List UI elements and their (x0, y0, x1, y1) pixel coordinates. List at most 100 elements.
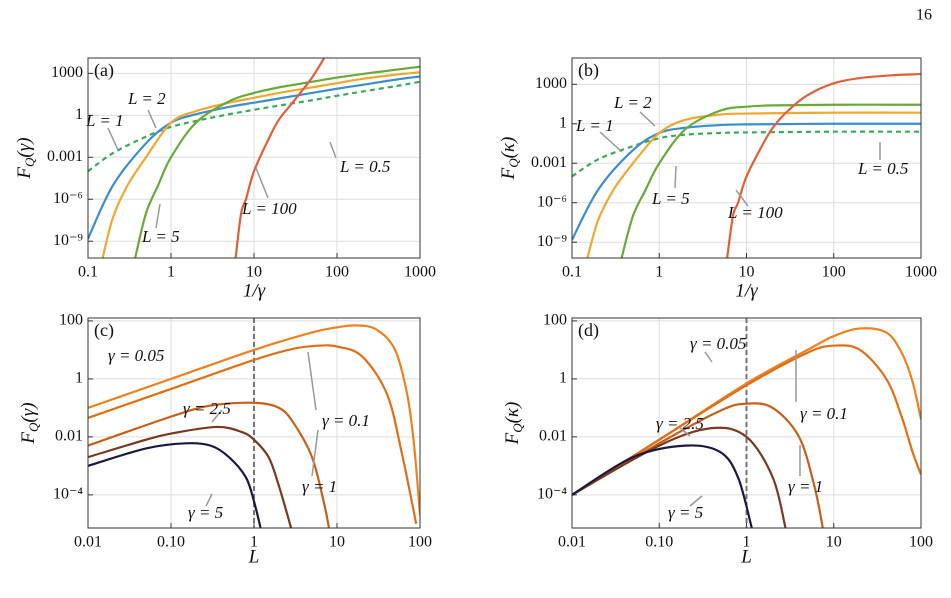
series-line (620, 103, 921, 258)
series-label: L = 5 (141, 227, 180, 246)
y-tick-label: 0.01 (539, 428, 567, 445)
leader-line (329, 141, 337, 159)
y-tick-label: 1000 (51, 64, 83, 81)
series-label: L = 1 (85, 111, 124, 130)
series-label: γ = 2.5 (656, 414, 704, 433)
page-number: 16 (916, 7, 932, 24)
series-label: γ = 5 (668, 503, 703, 522)
x-tick-label: 100 (909, 534, 933, 551)
x-tick-label: 100 (408, 534, 432, 551)
plot-frame (87, 57, 421, 259)
series-label: γ = 1 (788, 477, 823, 496)
leader-line (735, 189, 749, 207)
series-label: γ = 0.1 (800, 404, 848, 423)
leader-line (255, 167, 269, 199)
x-tick-label: 0.1 (78, 264, 98, 281)
series-label: L = 100 (241, 199, 297, 218)
y-tick-label: 1 (75, 370, 83, 387)
series-label: γ = 1 (302, 477, 337, 496)
leader-line (704, 351, 713, 363)
y-label-sub: Q (510, 423, 525, 433)
x-axis-label: L (740, 546, 752, 567)
y-tick-label: 0.001 (47, 148, 83, 165)
y-label-sub: Q (22, 157, 37, 167)
series-line (88, 80, 420, 173)
y-label-sub: Q (506, 158, 521, 168)
panel-label: (b) (578, 60, 599, 81)
y-label-rest: (κ) (498, 137, 519, 159)
series-line (726, 72, 921, 258)
x-tick-label: 10 (246, 264, 262, 281)
x-tick-label: 1 (743, 534, 751, 551)
series-label: L = 5 (651, 189, 690, 208)
leader-line (147, 109, 157, 129)
series-label: L = 0.5 (339, 157, 390, 176)
panel-label: (d) (578, 320, 599, 341)
x-tick-label: 0.10 (645, 534, 673, 551)
panel: 0.1 1 10 100 1000 1000 1 0.001 10⁻⁶ 10⁻⁹ L = 0.5 L … (14, 57, 436, 301)
series-line (234, 58, 326, 258)
y-tick-label: 1000 (535, 75, 567, 92)
y-tick-label: 1 (75, 106, 83, 123)
x-axis-label: 1/γ (735, 280, 758, 301)
panel: 0.1 1 10 100 1000 1000 1 0.001 10⁻⁶ 10⁻⁹ L = 0.5 L … (498, 57, 937, 301)
series-line (586, 111, 921, 258)
series-label: L = 0.5 (857, 159, 908, 178)
leader-line (599, 131, 623, 153)
series-line (572, 444, 753, 528)
y-tick-label: 10⁻⁴ (537, 486, 567, 503)
series-line (572, 344, 921, 496)
x-tick-label: 1000 (905, 264, 937, 281)
y-label-main: F (14, 167, 35, 180)
x-tick-label: 10 (826, 534, 842, 551)
y-tick-label: 100 (543, 312, 567, 329)
x-tick-label: 0.01 (558, 534, 586, 551)
y-label-main: F (498, 167, 519, 180)
leader-line (211, 409, 223, 423)
y-label-rest: (κ) (502, 402, 523, 424)
curves (88, 58, 420, 258)
series-line (101, 71, 420, 258)
x-tick-label: 0.01 (74, 534, 102, 551)
series-line (88, 344, 418, 525)
series-line (88, 425, 293, 528)
series-line (572, 426, 787, 528)
x-tick-label: 0.1 (562, 264, 582, 281)
leader-line (639, 111, 656, 127)
y-axis-label: FQ(γ) (14, 137, 37, 179)
series-line (88, 324, 420, 516)
x-tick-label: 1 (655, 264, 663, 281)
x-tick-label: 1 (167, 264, 175, 281)
y-axis-label: FQ(κ) (502, 402, 525, 446)
curves (572, 72, 921, 258)
y-tick-label: 10⁻⁹ (53, 232, 83, 249)
series-label: L = 100 (727, 203, 783, 222)
y-label-main: F (18, 432, 39, 445)
leader-line (107, 127, 119, 151)
y-label-rest: (γ) (18, 402, 39, 422)
x-tick-label: 10 (329, 534, 345, 551)
x-axis-label: 1/γ (243, 280, 266, 301)
series-label: γ = 5 (188, 503, 223, 522)
series-label: γ = 0.05 (690, 334, 746, 353)
x-tick-label: 0.10 (157, 534, 185, 551)
series-line (134, 65, 420, 258)
series-line (572, 402, 824, 528)
x-tick-label: 100 (325, 264, 349, 281)
panel-label: (a) (94, 60, 114, 81)
plot-frame (571, 57, 922, 259)
y-axis-label: FQ(γ) (18, 402, 41, 444)
series-label: γ = 0.05 (108, 346, 164, 365)
panel-label: (c) (94, 320, 114, 341)
x-axis-label: L (248, 546, 260, 567)
curves (88, 324, 420, 528)
series-label: L = 2 (613, 93, 652, 112)
x-tick-label: 1000 (404, 264, 436, 281)
y-tick-label: 0.001 (531, 154, 567, 171)
y-tick-label: 10⁻⁹ (537, 233, 567, 250)
series-line (572, 130, 921, 178)
panel: 0.01 0.10 1 10 100 100 1 0.01 10⁻⁴ γ = 0.05 γ = 0.… (502, 312, 933, 568)
x-tick-label: 1 (250, 534, 258, 551)
y-tick-label: 10⁻⁶ (537, 193, 567, 210)
plot-frame (571, 317, 922, 529)
